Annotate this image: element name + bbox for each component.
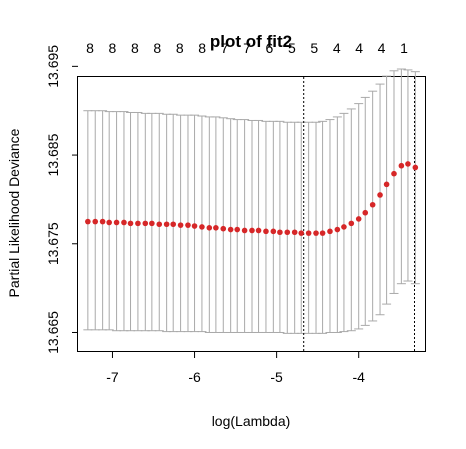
data-point xyxy=(99,218,106,225)
data-point xyxy=(213,225,219,231)
top-axis-label: 8 xyxy=(176,40,184,56)
data-point xyxy=(191,223,198,229)
plot-frame xyxy=(77,76,426,352)
data-point xyxy=(348,220,355,227)
top-axis-label: 7 xyxy=(221,40,229,56)
data-point xyxy=(383,181,390,188)
data-point xyxy=(362,209,369,216)
data-point xyxy=(249,227,255,234)
top-axis-label: 8 xyxy=(153,40,161,56)
top-axis-label: 4 xyxy=(355,40,363,56)
data-point xyxy=(270,228,277,235)
data-point xyxy=(405,161,411,167)
top-axis-label: 4 xyxy=(378,40,386,56)
data-point xyxy=(327,228,333,235)
data-point xyxy=(85,218,91,225)
data-point xyxy=(398,162,405,169)
top-axis-label: 7 xyxy=(243,40,251,56)
data-point xyxy=(255,227,262,234)
top-axis-label: 8 xyxy=(86,40,94,56)
data-point xyxy=(149,220,155,227)
data-point xyxy=(177,222,184,228)
top-axis-label: 8 xyxy=(131,40,139,56)
data-point xyxy=(313,230,319,236)
top-axis-label: 8 xyxy=(109,40,117,56)
data-point xyxy=(263,228,269,235)
data-point xyxy=(92,218,99,225)
error-bars xyxy=(83,68,420,334)
top-axis-label: 5 xyxy=(288,40,296,56)
data-point xyxy=(170,221,177,228)
data-point xyxy=(220,225,227,232)
data-point xyxy=(156,221,163,228)
data-point xyxy=(163,221,170,228)
data-point xyxy=(284,229,291,236)
x-tick-label: -6 xyxy=(188,369,201,385)
data-point xyxy=(334,226,341,233)
chart-title: plot of fit2 xyxy=(210,32,292,51)
data-point xyxy=(412,164,419,171)
data-point xyxy=(355,216,362,222)
x-axis: -7 -6 -5 -4 xyxy=(106,352,365,385)
data-point xyxy=(377,192,383,198)
y-axis: 13.665 13.675 13.685 13.695 xyxy=(45,45,78,354)
data-point xyxy=(305,230,312,236)
x-axis-label: log(Lambda) xyxy=(212,413,291,429)
data-point xyxy=(113,219,120,226)
y-tick-label: 13.665 xyxy=(45,311,61,354)
data-point xyxy=(298,230,305,236)
x-tick-label: -4 xyxy=(352,369,365,385)
x-tick-label: -7 xyxy=(106,369,119,385)
y-tick-label: 13.685 xyxy=(45,133,61,176)
data-point xyxy=(369,201,376,208)
data-point xyxy=(135,220,141,227)
data-point xyxy=(185,222,191,228)
data-point xyxy=(206,225,213,231)
data-point xyxy=(121,219,127,226)
data-point xyxy=(291,229,298,236)
data-point xyxy=(199,224,205,230)
data-point xyxy=(319,230,326,236)
data-point xyxy=(341,224,347,230)
points xyxy=(85,161,419,236)
data-point xyxy=(142,220,149,227)
reference-lines xyxy=(303,77,416,352)
top-axis-label: 6 xyxy=(266,40,274,56)
top-axis-label: 4 xyxy=(333,40,341,56)
data-point xyxy=(227,226,234,233)
top-axis-label: 1 xyxy=(400,40,408,56)
y-axis-label: Partial Likelihood Deviance xyxy=(6,128,22,297)
x-tick-label: -5 xyxy=(270,369,283,385)
data-point xyxy=(127,220,134,227)
data-point xyxy=(106,219,112,226)
data-point xyxy=(277,229,283,236)
y-tick-label: 13.695 xyxy=(45,45,61,88)
data-point xyxy=(241,227,248,234)
data-point xyxy=(391,170,397,177)
data-point xyxy=(234,226,241,233)
top-axis-label: 8 xyxy=(198,40,206,56)
top-axis-label: 5 xyxy=(310,40,318,56)
y-tick-label: 13.675 xyxy=(45,222,61,265)
